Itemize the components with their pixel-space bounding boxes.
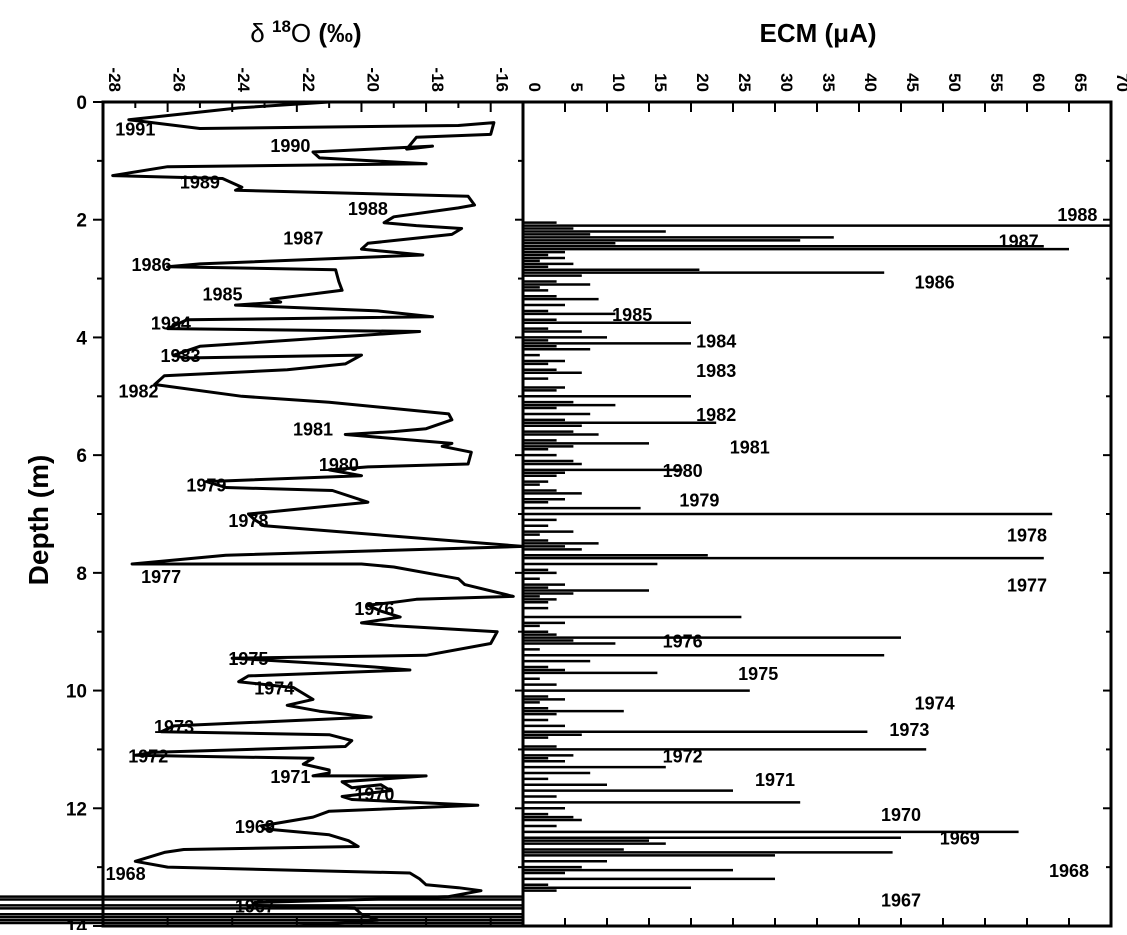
ecm-tick-label: 0: [525, 83, 544, 92]
ecm-year-label: 1988: [1057, 205, 1097, 225]
ecm-year-label: 1987: [999, 231, 1039, 251]
ecm-series: [0, 221, 1111, 925]
d18o-year-label: 1981: [293, 420, 333, 440]
d18o-year-label: 1968: [106, 864, 146, 884]
ecm-tick-label: 20: [693, 73, 712, 92]
d18o-tick-label: -18: [428, 67, 447, 92]
ecm-tick-label: 5: [567, 83, 586, 92]
d18o-year-label: 1987: [283, 228, 323, 248]
ecm-tick-label: 25: [735, 73, 754, 92]
ecm-title: ECM (μA): [760, 18, 877, 48]
ecm-year-labels: 1988 1987 1986 1985 1984 1983 1982 1981 1980 1979…: [612, 205, 1097, 911]
ecm-year-label: 1981: [730, 437, 770, 457]
ecm-tick-label: 65: [1071, 73, 1090, 92]
ecm-tick-label: 55: [987, 73, 1006, 92]
d18o-year-label: 1973: [154, 717, 194, 737]
ecm-year-label: 1984: [696, 331, 736, 351]
d18o-tick-label: -16: [493, 67, 512, 92]
ecm-year-label: 1970: [881, 805, 921, 825]
ecm-year-label: 1982: [696, 405, 736, 425]
d18o-year-label: 1985: [203, 284, 243, 304]
ecm-tick-label: 30: [777, 73, 796, 92]
d18o-year-label: 1967: [235, 896, 275, 916]
d18o-tick-label: -22: [299, 67, 318, 92]
depth-tick-label: 10: [66, 682, 87, 703]
ecm-year-label: 1986: [915, 273, 955, 293]
depth-tick-label: 12: [66, 799, 87, 820]
d18o-year-label: 1989: [180, 172, 220, 192]
d18o-year-label: 1979: [186, 476, 226, 496]
ecm-year-label: 1980: [663, 461, 703, 481]
ecm-year-label: 1977: [1007, 576, 1047, 596]
ecm-tick-label: 60: [1029, 73, 1048, 92]
ecm-year-label: 1969: [940, 829, 980, 849]
ecm-year-label: 1968: [1049, 861, 1089, 881]
ecm-year-label: 1976: [663, 632, 703, 652]
depth-tick-label: 2: [76, 211, 87, 232]
d18o-year-label: 1971: [270, 767, 310, 787]
d18o-tick-label: -26: [170, 67, 189, 92]
d18o-tick-label: -28: [105, 67, 124, 92]
ecm-tick-label: 45: [903, 73, 922, 92]
ecm-tick-label: 15: [651, 73, 670, 92]
d18o-year-label: 1977: [141, 567, 181, 587]
d18o-title: δ 18O (‰): [250, 17, 361, 48]
depth-axis: 02468101214: [66, 93, 1111, 935]
ecm-tick-label: 35: [819, 73, 838, 92]
ecm-year-label: 1985: [612, 305, 652, 325]
ecm-year-label: 1972: [663, 746, 703, 766]
d18o-series: [111, 100, 525, 928]
ecm-tick-label: 50: [945, 73, 964, 92]
d18o-year-label: 1990: [270, 136, 310, 156]
depth-tick-label: 6: [76, 446, 87, 467]
d18o-tick-label: -20: [363, 67, 382, 92]
d18o-year-label: 1969: [235, 817, 275, 837]
left-panel-frame: [101, 100, 525, 928]
ecm-year-label: 1979: [679, 490, 719, 510]
d18o-tick-label: -24: [234, 67, 253, 92]
d18o-year-label: 1974: [254, 679, 294, 699]
depth-axis-label: Depth (m): [23, 455, 54, 586]
d18o-year-label: 1991: [115, 119, 155, 139]
d18o-year-label: 1984: [151, 314, 191, 334]
ecm-year-label: 1973: [889, 720, 929, 740]
ecm-tick-label: 10: [609, 73, 628, 92]
depth-tick-label: 8: [76, 564, 87, 585]
ecm-year-label: 1983: [696, 361, 736, 381]
ecm-axis: 0 5 10 15 20 25 30 35 40 45 50 55 60 65 70: [522, 73, 1127, 926]
d18o-line: [111, 100, 525, 928]
d18o-year-label: 1980: [319, 455, 359, 475]
ecm-tick-label: 70: [1113, 73, 1127, 92]
ecm-year-label: 1975: [738, 664, 778, 684]
d18o-year-label: 1975: [228, 649, 268, 669]
depth-tick-label: 0: [76, 93, 87, 114]
d18o-year-label: 1982: [119, 381, 159, 401]
depth-tick-label: 4: [76, 328, 87, 349]
d18o-year-label: 1978: [228, 511, 268, 531]
d18o-year-label: 1986: [131, 255, 171, 275]
d18o-year-label: 1988: [348, 199, 388, 219]
ecm-year-label: 1967: [881, 891, 921, 911]
d18o-year-label: 1983: [161, 346, 201, 366]
d18o-year-label: 1976: [354, 599, 394, 619]
ecm-year-label: 1978: [1007, 526, 1047, 546]
ecm-tick-label: 40: [861, 73, 880, 92]
d18o-year-label: 1972: [128, 746, 168, 766]
ecm-year-label: 1971: [755, 770, 795, 790]
ecm-year-label: 1974: [915, 693, 955, 713]
d18o-year-labels: 1991 1990 1989 1988 1987 1986 1985 1984 19831982…: [106, 119, 395, 916]
d18o-year-label: 1970: [354, 785, 394, 805]
